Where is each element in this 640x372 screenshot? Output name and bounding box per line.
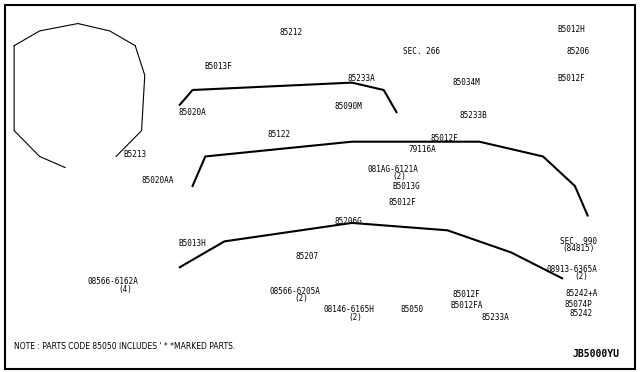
Text: JB5000YU: JB5000YU bbox=[573, 349, 620, 359]
Text: B5013F: B5013F bbox=[204, 61, 232, 71]
Text: 85012F: 85012F bbox=[430, 134, 458, 142]
Text: 85233A: 85233A bbox=[481, 312, 509, 321]
Text: 85242: 85242 bbox=[570, 309, 593, 318]
Text: B5213: B5213 bbox=[124, 150, 147, 159]
Text: 08146-6165H: 08146-6165H bbox=[323, 305, 374, 314]
Text: (2): (2) bbox=[393, 172, 406, 181]
Text: 85012F: 85012F bbox=[389, 198, 417, 207]
Text: B5012H: B5012H bbox=[558, 25, 586, 33]
Text: 85212: 85212 bbox=[280, 28, 303, 37]
Text: 081AG-6121A: 081AG-6121A bbox=[368, 165, 419, 174]
Text: 85122: 85122 bbox=[267, 130, 290, 139]
Text: B5013H: B5013H bbox=[179, 239, 207, 248]
Text: 85020AA: 85020AA bbox=[141, 176, 173, 185]
Text: B5012F: B5012F bbox=[558, 74, 586, 83]
Text: 08913-6365A: 08913-6365A bbox=[547, 264, 597, 273]
Text: (84815): (84815) bbox=[562, 244, 595, 253]
Text: (2): (2) bbox=[574, 272, 588, 281]
Text: NOTE : PARTS CODE 85050 INCLUDES ' * *MARKED PARTS.: NOTE : PARTS CODE 85050 INCLUDES ' * *MA… bbox=[14, 342, 236, 351]
Text: 85207: 85207 bbox=[296, 251, 319, 261]
Text: 85206G: 85206G bbox=[335, 217, 362, 225]
Text: 85034M: 85034M bbox=[452, 78, 481, 87]
Text: 85074P: 85074P bbox=[564, 300, 592, 309]
Text: 08566-6162A: 08566-6162A bbox=[88, 278, 138, 286]
Text: 08566-6205A: 08566-6205A bbox=[269, 287, 320, 296]
Text: 85233A: 85233A bbox=[348, 74, 375, 83]
Text: 85206: 85206 bbox=[566, 47, 589, 56]
Text: 79116A: 79116A bbox=[408, 145, 436, 154]
Text: 85012F: 85012F bbox=[452, 291, 481, 299]
Text: 85090M: 85090M bbox=[335, 102, 362, 111]
Text: (2): (2) bbox=[348, 312, 362, 321]
Text: B5012FA: B5012FA bbox=[451, 301, 483, 311]
Text: 85020A: 85020A bbox=[179, 108, 207, 117]
Text: (2): (2) bbox=[294, 294, 308, 303]
Text: 85242+A: 85242+A bbox=[565, 289, 598, 298]
Text: SEC. 990: SEC. 990 bbox=[559, 237, 596, 246]
Text: SEC. 266: SEC. 266 bbox=[403, 47, 440, 56]
Text: (4): (4) bbox=[118, 285, 132, 294]
Text: 85233B: 85233B bbox=[459, 111, 487, 121]
Text: B5013G: B5013G bbox=[392, 182, 420, 190]
Text: 85050: 85050 bbox=[401, 305, 424, 314]
